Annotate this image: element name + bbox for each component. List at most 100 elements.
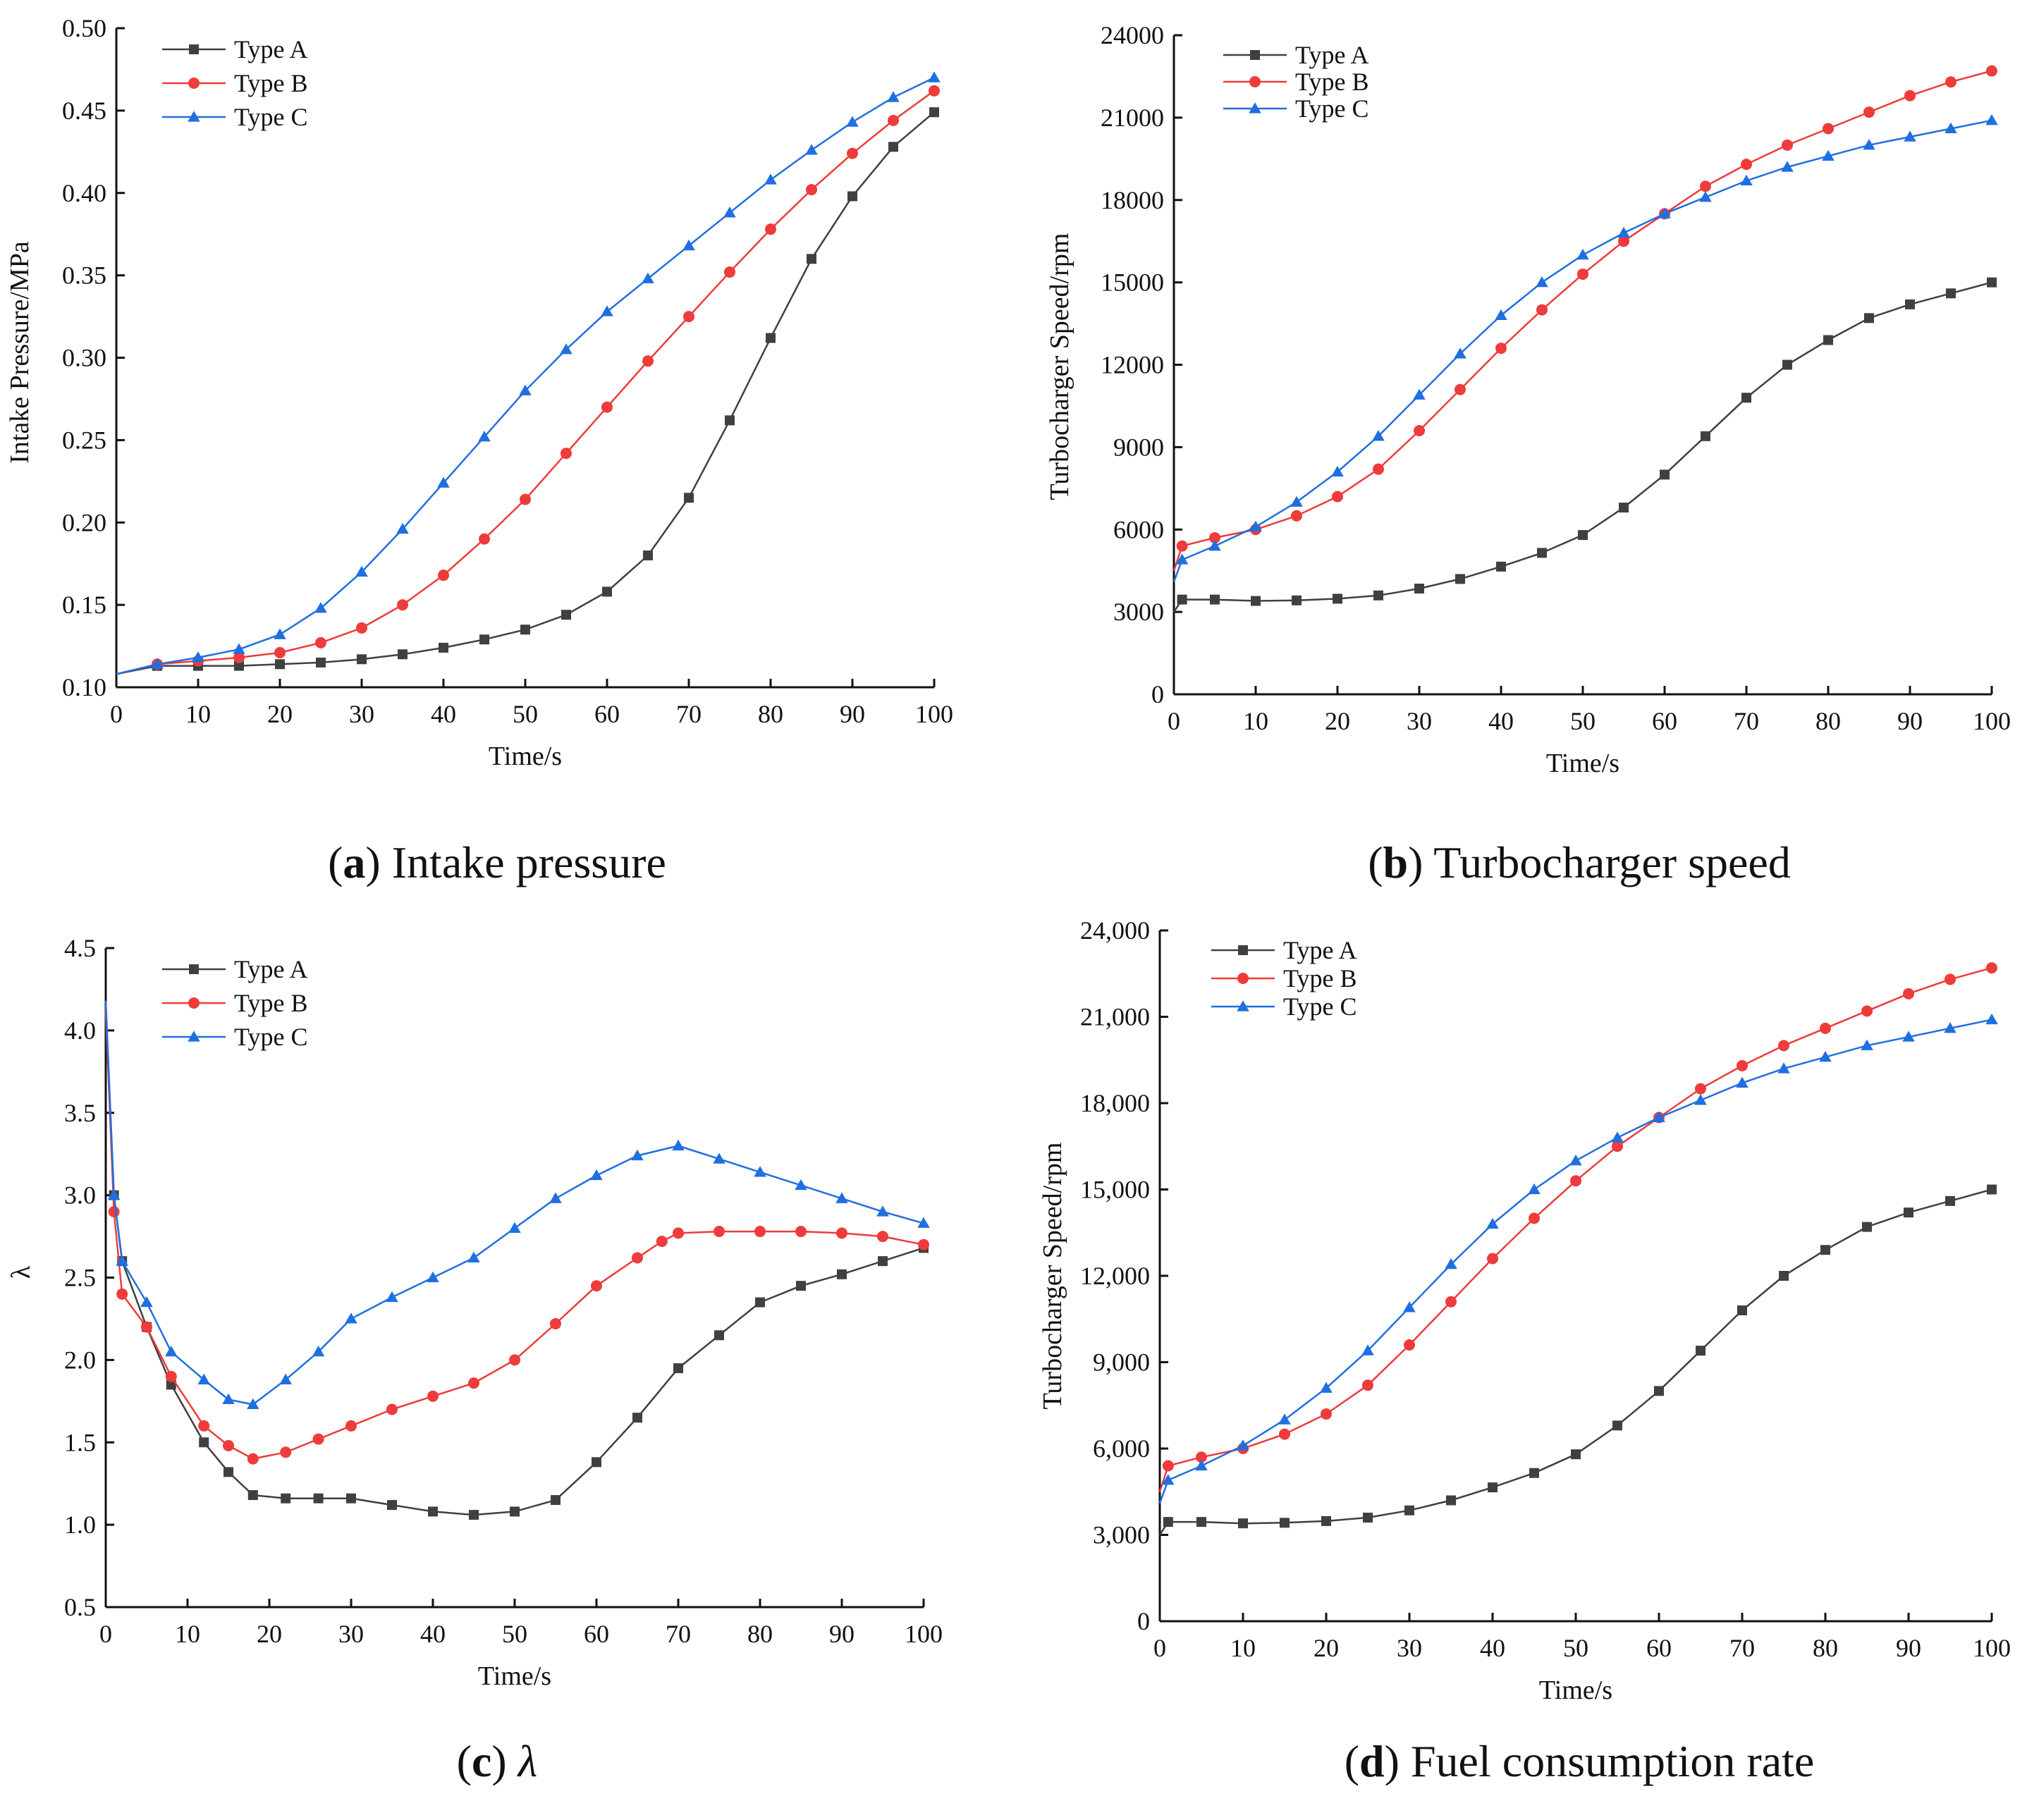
data-point — [1414, 425, 1425, 436]
y-tick-label: 0 — [1151, 680, 1164, 708]
y-tick-label: 24000 — [1101, 21, 1164, 49]
series-type-b — [116, 85, 940, 675]
x-tick-label: 70 — [666, 1620, 691, 1648]
y-tick-label: 2.0 — [64, 1346, 96, 1374]
data-point — [197, 1373, 210, 1384]
data-point — [642, 272, 654, 283]
series-line — [104, 1010, 924, 1460]
data-point — [876, 1205, 889, 1217]
chart-c: 0.5 1.0 1.5 2.0 2.5 3.0 3.5 4.0 4.5 0 10 20 30 40 50 60… — [6, 934, 943, 1786]
data-point — [888, 142, 898, 152]
data-point — [1781, 161, 1794, 172]
legend-label: Type B — [234, 69, 307, 97]
data-point — [279, 1373, 292, 1384]
data-point — [1571, 1449, 1581, 1460]
data-point — [673, 1227, 684, 1239]
data-point — [1208, 539, 1221, 551]
data-point — [313, 1493, 324, 1504]
x-tick-label: 30 — [338, 1620, 364, 1648]
data-point — [723, 207, 736, 218]
series-type-c — [1172, 114, 1998, 582]
series-type-b — [1158, 962, 1997, 1492]
caption-text: λ — [507, 1736, 538, 1786]
x-tick-label: 30 — [1397, 1634, 1422, 1662]
y-tick-label: 4.0 — [64, 1016, 96, 1045]
caption-letter: c — [472, 1736, 491, 1786]
data-point — [1699, 191, 1712, 202]
x-tick-label: 10 — [1243, 707, 1268, 735]
x-tick-label: 100 — [915, 700, 953, 728]
caption-paren-open: ( — [457, 1736, 472, 1786]
x-tick-label: 100 — [1973, 707, 2011, 735]
data-point — [1162, 1474, 1175, 1485]
x-tick-label: 50 — [502, 1620, 527, 1648]
legend-marker — [188, 1031, 200, 1042]
legend-marker — [188, 111, 200, 122]
data-point — [520, 625, 530, 635]
y-tick-label: 0.30 — [62, 344, 106, 372]
series-line — [104, 1000, 924, 1406]
y-tick-label: 0.40 — [62, 179, 106, 207]
y-axis-label: Turbocharger Speed/rpm — [1045, 233, 1074, 500]
data-point — [1175, 553, 1189, 565]
data-point — [1654, 1386, 1664, 1396]
x-tick-label: 30 — [1407, 707, 1432, 735]
data-point — [1528, 1183, 1541, 1195]
y-tick-label: 0.5 — [64, 1593, 96, 1621]
data-point — [520, 493, 531, 505]
series-type-c — [104, 1000, 930, 1410]
data-point — [1736, 1076, 1749, 1088]
x-tick-label: 40 — [420, 1620, 446, 1648]
data-point — [642, 355, 654, 367]
x-tick-label: 80 — [1815, 707, 1841, 735]
data-point — [1454, 348, 1466, 359]
series-type-c — [1158, 1013, 1998, 1504]
data-point — [601, 305, 613, 316]
data-point — [837, 1269, 847, 1279]
x-tick-label: 60 — [1646, 1634, 1672, 1662]
data-point — [1946, 288, 1956, 299]
y-tick-label: 18,000 — [1080, 1089, 1150, 1117]
data-point — [807, 254, 816, 264]
x-tick-label: 90 — [829, 1620, 855, 1648]
data-point — [166, 1379, 176, 1390]
legend-marker — [188, 997, 200, 1009]
x-tick-label: 50 — [513, 700, 538, 728]
data-point — [140, 1296, 153, 1308]
data-point — [1863, 139, 1875, 150]
x-tick-label: 40 — [1488, 707, 1514, 735]
data-point — [1279, 1428, 1290, 1440]
data-point — [1362, 1379, 1373, 1391]
series-line — [1158, 1019, 1992, 1504]
data-point — [346, 1493, 356, 1504]
x-axis-label: Time/s — [1539, 1675, 1612, 1705]
data-point — [198, 1420, 210, 1432]
data-point — [551, 1495, 561, 1506]
data-point — [281, 1493, 291, 1504]
y-tick-label: 6000 — [1113, 515, 1164, 543]
legend-marker — [189, 964, 199, 974]
x-tick-label: 0 — [1153, 1634, 1166, 1662]
caption-letter: d — [1359, 1736, 1385, 1786]
data-point — [835, 1192, 848, 1203]
data-point — [1905, 299, 1915, 309]
x-tick-label: 10 — [185, 700, 211, 728]
x-tick-label: 80 — [1813, 1634, 1838, 1662]
data-point — [1163, 1517, 1173, 1527]
data-point — [1985, 1013, 1998, 1025]
series-type-c — [116, 71, 941, 675]
x-tick-label: 40 — [1480, 1634, 1505, 1662]
series-line — [1172, 70, 1992, 572]
x-tick-label: 20 — [267, 700, 293, 728]
data-point — [192, 651, 204, 663]
data-point — [673, 1363, 683, 1374]
data-point — [1945, 1195, 1955, 1206]
data-point — [398, 649, 408, 660]
legend-label: Type A — [1283, 936, 1357, 964]
data-point — [519, 384, 532, 395]
data-point — [1904, 1207, 1913, 1218]
data-point — [766, 333, 776, 343]
y-tick-label: 15000 — [1101, 269, 1164, 297]
